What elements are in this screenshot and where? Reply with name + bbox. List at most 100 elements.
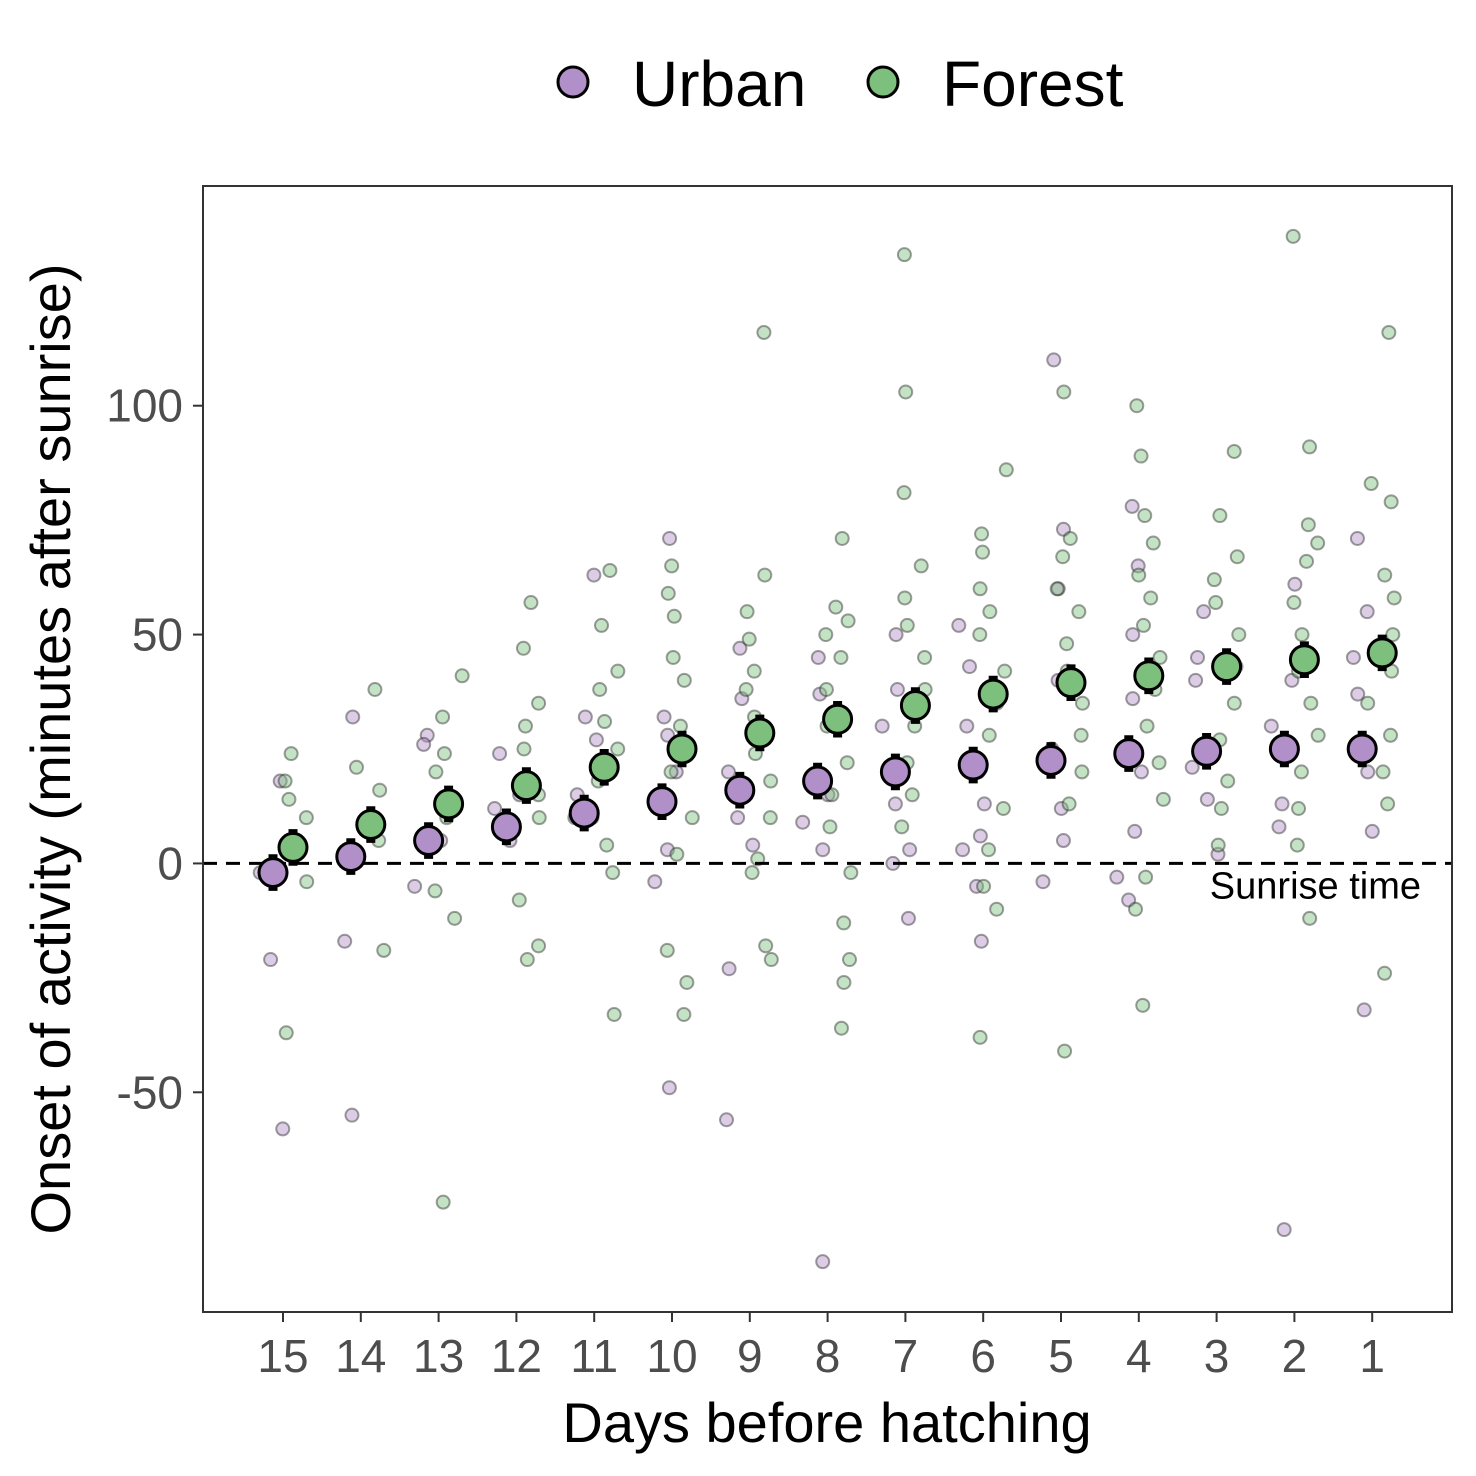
forest-data-point <box>277 773 293 789</box>
urban-data-point <box>1188 672 1204 688</box>
forest-data-point <box>1291 801 1307 817</box>
forest-mean-point <box>1211 651 1243 683</box>
urban-data-point <box>1364 823 1380 839</box>
forest-data-point <box>427 883 443 899</box>
urban-mean-point <box>1035 744 1067 776</box>
forest-data-point <box>976 878 992 894</box>
forest-data-point <box>972 1029 988 1045</box>
forest-data-point <box>593 617 609 633</box>
forest-data-point <box>762 810 778 826</box>
forest-data-point <box>531 938 547 954</box>
urban-data-point <box>887 796 903 812</box>
forest-data-point <box>1229 549 1245 565</box>
urban-data-point <box>1284 672 1300 688</box>
forest-mean-point <box>977 678 1009 710</box>
forest-data-point <box>840 613 856 629</box>
forest-data-point <box>1061 796 1077 812</box>
urban-data-point <box>1184 759 1200 775</box>
urban-data-point <box>732 640 748 656</box>
forest-data-point <box>1155 791 1171 807</box>
urban-data-point <box>959 718 975 734</box>
forest-data-point <box>1286 595 1302 611</box>
forest-data-point <box>899 617 915 633</box>
forest-data-point <box>283 746 299 762</box>
forest-data-point <box>367 681 383 697</box>
forest-data-point <box>913 558 929 574</box>
urban-data-point <box>577 709 593 725</box>
forest-data-point <box>372 782 388 798</box>
forest-data-point <box>898 384 914 400</box>
urban-data-point <box>874 718 890 734</box>
urban-data-point <box>951 617 967 633</box>
forest-data-point <box>972 581 988 597</box>
urban-data-point <box>659 842 675 858</box>
urban-data-point <box>900 910 916 926</box>
x-tick-label: 15 <box>257 1330 308 1382</box>
forest-data-point <box>1383 727 1399 743</box>
forest-data-point <box>676 672 692 688</box>
forest-data-point <box>1055 549 1071 565</box>
forest-data-point <box>1152 649 1168 665</box>
forest-data-point <box>1151 755 1167 771</box>
urban-data-point <box>345 709 361 725</box>
urban-data-point <box>1271 819 1287 835</box>
forest-data-point <box>1135 997 1151 1013</box>
urban-data-point <box>730 810 746 826</box>
forest-data-point <box>833 649 849 665</box>
urban-data-point <box>1055 521 1071 537</box>
urban-data-point <box>1349 530 1365 546</box>
forest-data-point <box>298 810 314 826</box>
urban-mean-point <box>646 786 678 818</box>
urban-data-point <box>888 627 904 643</box>
y-axis: -50 0 50 100 <box>106 380 203 1118</box>
forest-data-point <box>997 663 1013 679</box>
forest-data-point <box>1049 581 1065 597</box>
forest-data-point <box>447 910 463 926</box>
urban-data-point <box>487 801 503 817</box>
forest-data-point <box>975 544 991 560</box>
urban-data-point <box>662 530 678 546</box>
forest-data-point <box>746 663 762 679</box>
urban-data-point <box>272 773 288 789</box>
urban-data-point <box>745 837 761 853</box>
forest-data-point <box>684 810 700 826</box>
x-tick-label: 7 <box>893 1330 919 1382</box>
forest-data-point <box>833 1020 849 1036</box>
forest-data-point <box>839 755 855 771</box>
urban-data-point <box>815 1254 831 1270</box>
urban-data-point <box>1053 801 1069 817</box>
forest-data-point <box>1386 590 1402 606</box>
forest-data-point <box>1294 627 1310 643</box>
urban-mean-point <box>879 756 911 788</box>
urban-data-point <box>1345 649 1361 665</box>
forest-data-point <box>599 837 615 853</box>
forest-data-point <box>1220 773 1236 789</box>
forest-data-point <box>757 567 773 583</box>
forest-mean-point <box>1133 660 1165 692</box>
urban-data-point <box>955 842 971 858</box>
forest-data-point <box>666 608 682 624</box>
forest-data-point <box>981 842 997 858</box>
urban-data-point <box>1199 791 1215 807</box>
forest-data-point <box>1231 627 1247 643</box>
forest-data-point <box>1128 901 1144 917</box>
forest-mean-point <box>588 751 620 783</box>
urban-data-point <box>337 933 353 949</box>
x-axis: 15 14 13 12 11 10 9 8 7 6 5 4 3 2 1 <box>257 1312 1385 1382</box>
forest-data-point <box>676 1006 692 1022</box>
forest-data-point <box>1145 535 1161 551</box>
forest-data-point <box>669 846 685 862</box>
urban-data-point <box>419 727 435 743</box>
forest-data-point <box>605 865 621 881</box>
forest-data-point <box>1131 567 1147 583</box>
x-tick-label: 5 <box>1048 1330 1074 1382</box>
forest-data-point <box>894 819 910 835</box>
forest-data-point <box>659 942 675 958</box>
urban-data-point <box>889 681 905 697</box>
forest-data-point <box>1073 727 1089 743</box>
urban-data-point <box>1190 649 1206 665</box>
forest-data-point <box>1289 837 1305 853</box>
forest-data-point <box>1360 695 1376 711</box>
forest-data-point <box>663 764 679 780</box>
forest-data-point <box>981 727 997 743</box>
